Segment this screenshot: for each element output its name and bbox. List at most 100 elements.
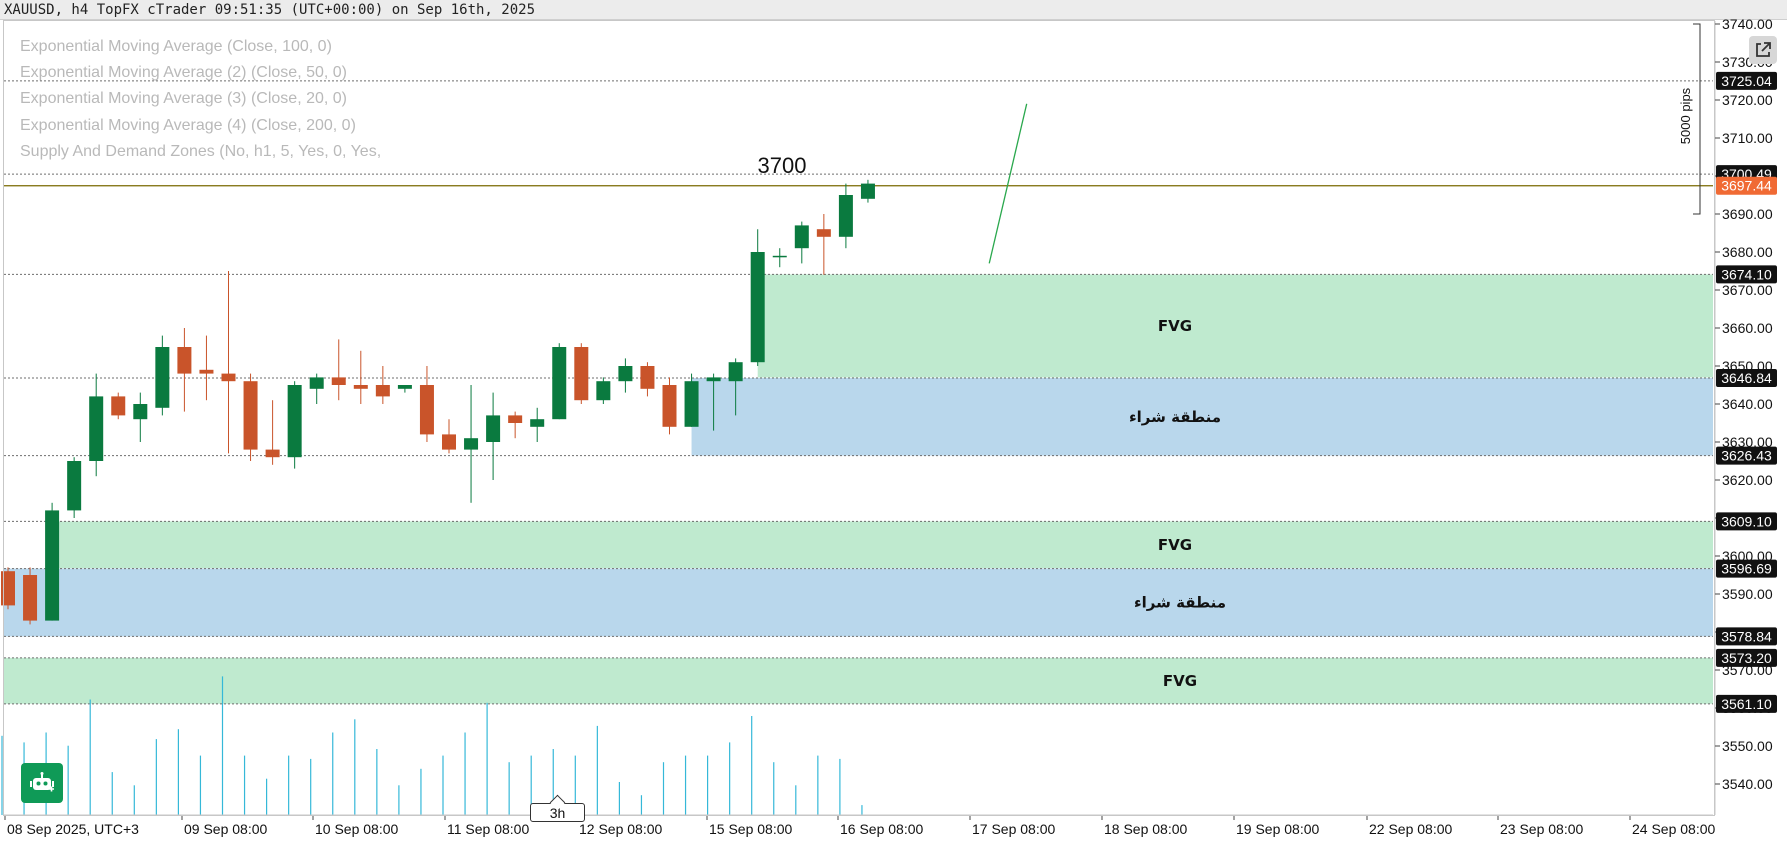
price-level-label[interactable] <box>1716 265 1777 284</box>
demand-zone[interactable] <box>4 568 1713 637</box>
fvg-zone-label: FVG <box>1163 672 1197 690</box>
legend-item-ema-200[interactable]: Exponential Moving Average (4) (Close, 2… <box>20 116 356 134</box>
candle[interactable] <box>574 347 589 401</box>
robot-icon <box>30 772 54 792</box>
price-tick-label: 3640.00 <box>1722 396 1773 412</box>
time-tick-label: 17 Sep 08:00 <box>972 821 1056 837</box>
candle[interactable] <box>331 377 346 385</box>
fvg-zone[interactable] <box>757 274 1713 378</box>
candle[interactable] <box>89 396 104 461</box>
candle[interactable] <box>133 404 148 420</box>
candle[interactable] <box>794 225 809 249</box>
price-level-label[interactable] <box>1716 648 1777 667</box>
candle[interactable] <box>750 252 765 363</box>
candle[interactable] <box>419 385 434 435</box>
candle[interactable] <box>838 195 853 237</box>
candle[interactable] <box>23 575 38 621</box>
price-annotation[interactable]: 3700 <box>758 153 807 178</box>
candle[interactable] <box>221 373 236 382</box>
chart-header: XAUUSD, h4 TopFX cTrader 09:51:35 (UTC+0… <box>0 0 1787 20</box>
candle[interactable] <box>596 381 611 401</box>
price-level-label-text: 3674.10 <box>1721 266 1772 282</box>
time-tick-label: 19 Sep 08:00 <box>1236 821 1320 837</box>
candle[interactable] <box>772 255 787 258</box>
time-tick-label: 15 Sep 08:00 <box>709 821 793 837</box>
candle[interactable] <box>111 396 126 416</box>
indicator-legend: Exponential Moving Average (Close, 100, … <box>20 34 381 165</box>
fvg-zone[interactable] <box>52 521 1714 569</box>
price-level-label-text: 3725.04 <box>1721 73 1772 89</box>
candle[interactable] <box>486 415 501 442</box>
current-price-label-text: 3697.44 <box>1721 178 1772 194</box>
price-level-label-text: 3573.20 <box>1721 650 1772 666</box>
candle[interactable] <box>552 347 567 420</box>
candle[interactable] <box>155 347 170 408</box>
fvg-zone[interactable] <box>4 657 1713 704</box>
candle[interactable] <box>662 385 677 427</box>
price-tick-label: 3620.00 <box>1722 472 1773 488</box>
time-tick-label: 22 Sep 08:00 <box>1369 821 1453 837</box>
legend-item-ema-50[interactable]: Exponential Moving Average (2) (Close, 5… <box>20 64 347 82</box>
trading-bot-button[interactable] <box>21 763 63 803</box>
projection-line[interactable] <box>988 103 1028 264</box>
legend-item-supply-demand[interactable]: Supply And Demand Zones (No, h1, 5, Yes,… <box>20 142 382 160</box>
candle[interactable] <box>287 385 302 458</box>
timeframe-badge[interactable]: 3h <box>530 803 585 822</box>
price-level-label-text: 3578.84 <box>1721 628 1772 644</box>
price-tick-label: 3550.00 <box>1722 738 1773 754</box>
price-level-label[interactable] <box>1716 446 1777 465</box>
candle[interactable] <box>464 438 479 450</box>
range-marker[interactable] <box>1693 23 1701 215</box>
popout-button[interactable] <box>1749 36 1777 64</box>
candle[interactable] <box>309 377 324 389</box>
price-level-label-text: 3646.84 <box>1721 370 1772 386</box>
price-tick-label: 3670.00 <box>1722 282 1773 298</box>
price-level-label[interactable] <box>1716 694 1777 713</box>
demand-zone[interactable] <box>691 378 1713 456</box>
candle[interactable] <box>530 419 545 427</box>
candle[interactable] <box>67 461 82 511</box>
candle[interactable] <box>640 366 655 389</box>
price-tick-label: 3710.00 <box>1722 130 1773 146</box>
price-tick-label: 3740.00 <box>1722 16 1773 32</box>
candle[interactable] <box>1 571 15 606</box>
price-tick-label: 3630.00 <box>1722 434 1773 450</box>
legend-item-ema-20[interactable]: Exponential Moving Average (3) (Close, 2… <box>20 90 347 108</box>
current-price-label[interactable] <box>1716 176 1777 195</box>
candle[interactable] <box>618 366 633 382</box>
candle[interactable] <box>397 385 412 389</box>
time-tick-label: 12 Sep 08:00 <box>579 821 663 837</box>
candle[interactable] <box>706 377 721 382</box>
candle[interactable] <box>265 449 280 458</box>
price-level-label[interactable] <box>1716 71 1777 90</box>
price-tick-label: 3660.00 <box>1722 320 1773 336</box>
candle[interactable] <box>177 347 192 374</box>
price-tick-label: 3720.00 <box>1722 92 1773 108</box>
price-level-label[interactable] <box>1716 627 1777 646</box>
candle[interactable] <box>816 229 831 237</box>
time-tick-label: 24 Sep 08:00 <box>1632 821 1716 837</box>
candle[interactable] <box>508 415 523 423</box>
legend-item-ema-100[interactable]: Exponential Moving Average (Close, 100, … <box>20 38 332 55</box>
candle[interactable] <box>442 434 456 450</box>
time-tick-label: 18 Sep 08:00 <box>1104 821 1188 837</box>
time-tick-label: 10 Sep 08:00 <box>315 821 399 837</box>
candle[interactable] <box>353 385 368 389</box>
candle[interactable] <box>728 362 743 382</box>
price-level-label[interactable] <box>1716 512 1777 531</box>
candle[interactable] <box>860 183 875 199</box>
time-tick-label: 08 Sep 2025, UTC+3 <box>7 821 139 837</box>
price-level-label[interactable] <box>1716 559 1777 578</box>
candle[interactable] <box>375 385 390 397</box>
candle[interactable] <box>45 510 60 621</box>
candle[interactable] <box>684 381 699 427</box>
external-link-icon <box>1756 42 1771 57</box>
price-tick-label: 3590.00 <box>1722 586 1773 602</box>
price-level-label-text: 3609.10 <box>1721 513 1772 529</box>
demand-zone-label: منطقة شراء <box>1134 593 1226 611</box>
candle[interactable] <box>243 381 258 450</box>
candle[interactable] <box>199 369 214 374</box>
price-tick-label: 3540.00 <box>1722 776 1773 792</box>
price-level-label[interactable] <box>1716 369 1777 388</box>
